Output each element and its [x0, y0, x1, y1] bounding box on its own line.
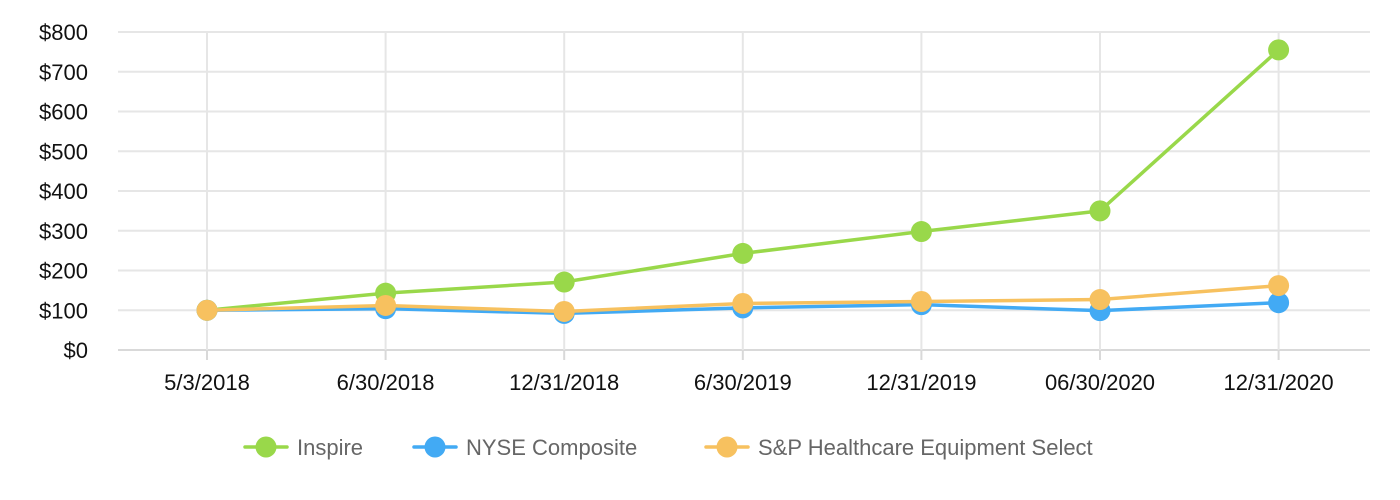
y-tick-label: $100 [39, 298, 88, 323]
x-tick-label: 12/31/2019 [866, 370, 976, 395]
data-point-0-4 [910, 221, 932, 243]
data-point-2-1 [375, 294, 397, 316]
x-tick-label: 5/3/2018 [164, 370, 250, 395]
data-point-0-2 [553, 271, 575, 293]
data-point-2-4 [910, 291, 932, 313]
y-tick-label: $0 [64, 338, 88, 363]
x-tick-label: 12/31/2020 [1224, 370, 1334, 395]
x-tick-label: 12/31/2018 [509, 370, 619, 395]
data-point-2-0 [196, 299, 218, 321]
data-point-2-3 [732, 292, 754, 314]
data-point-0-6 [1268, 39, 1290, 61]
data-point-2-2 [553, 300, 575, 322]
legend-item-0: Inspire [243, 435, 363, 460]
legend-marker-0 [255, 436, 277, 458]
legend-item-2: S&P Healthcare Equipment Select [704, 435, 1093, 460]
legend: Inspire NYSE Composite S&P Healthcare Equi… [243, 435, 1093, 460]
y-tick-label: $400 [39, 179, 88, 204]
y-tick-label: $200 [39, 259, 88, 284]
legend-item-1: NYSE Composite [412, 435, 637, 460]
series-layer [196, 39, 1290, 324]
data-point-0-5 [1089, 200, 1111, 222]
y-tick-label: $500 [39, 139, 88, 164]
legend-label-0: Inspire [297, 435, 363, 460]
data-point-2-6 [1268, 275, 1290, 297]
x-tick-label: 6/30/2018 [337, 370, 435, 395]
y-tick-label: $300 [39, 219, 88, 244]
legend-label-1: NYSE Composite [466, 435, 637, 460]
data-point-0-3 [732, 242, 754, 264]
axis-layer: $0 $100 $200 $300 $400 $500 $600 $700 $800 5/3/20… [39, 20, 1334, 395]
x-tick-label: 6/30/2019 [694, 370, 792, 395]
y-tick-label: $600 [39, 100, 88, 125]
data-point-1-6 [1268, 292, 1290, 314]
legend-marker-1 [424, 436, 446, 458]
y-tick-label: $700 [39, 60, 88, 85]
data-point-2-5 [1089, 289, 1111, 311]
y-tick-label: $800 [39, 20, 88, 45]
x-tick-label: 06/30/2020 [1045, 370, 1155, 395]
legend-label-2: S&P Healthcare Equipment Select [758, 435, 1093, 460]
legend-marker-2 [716, 436, 738, 458]
